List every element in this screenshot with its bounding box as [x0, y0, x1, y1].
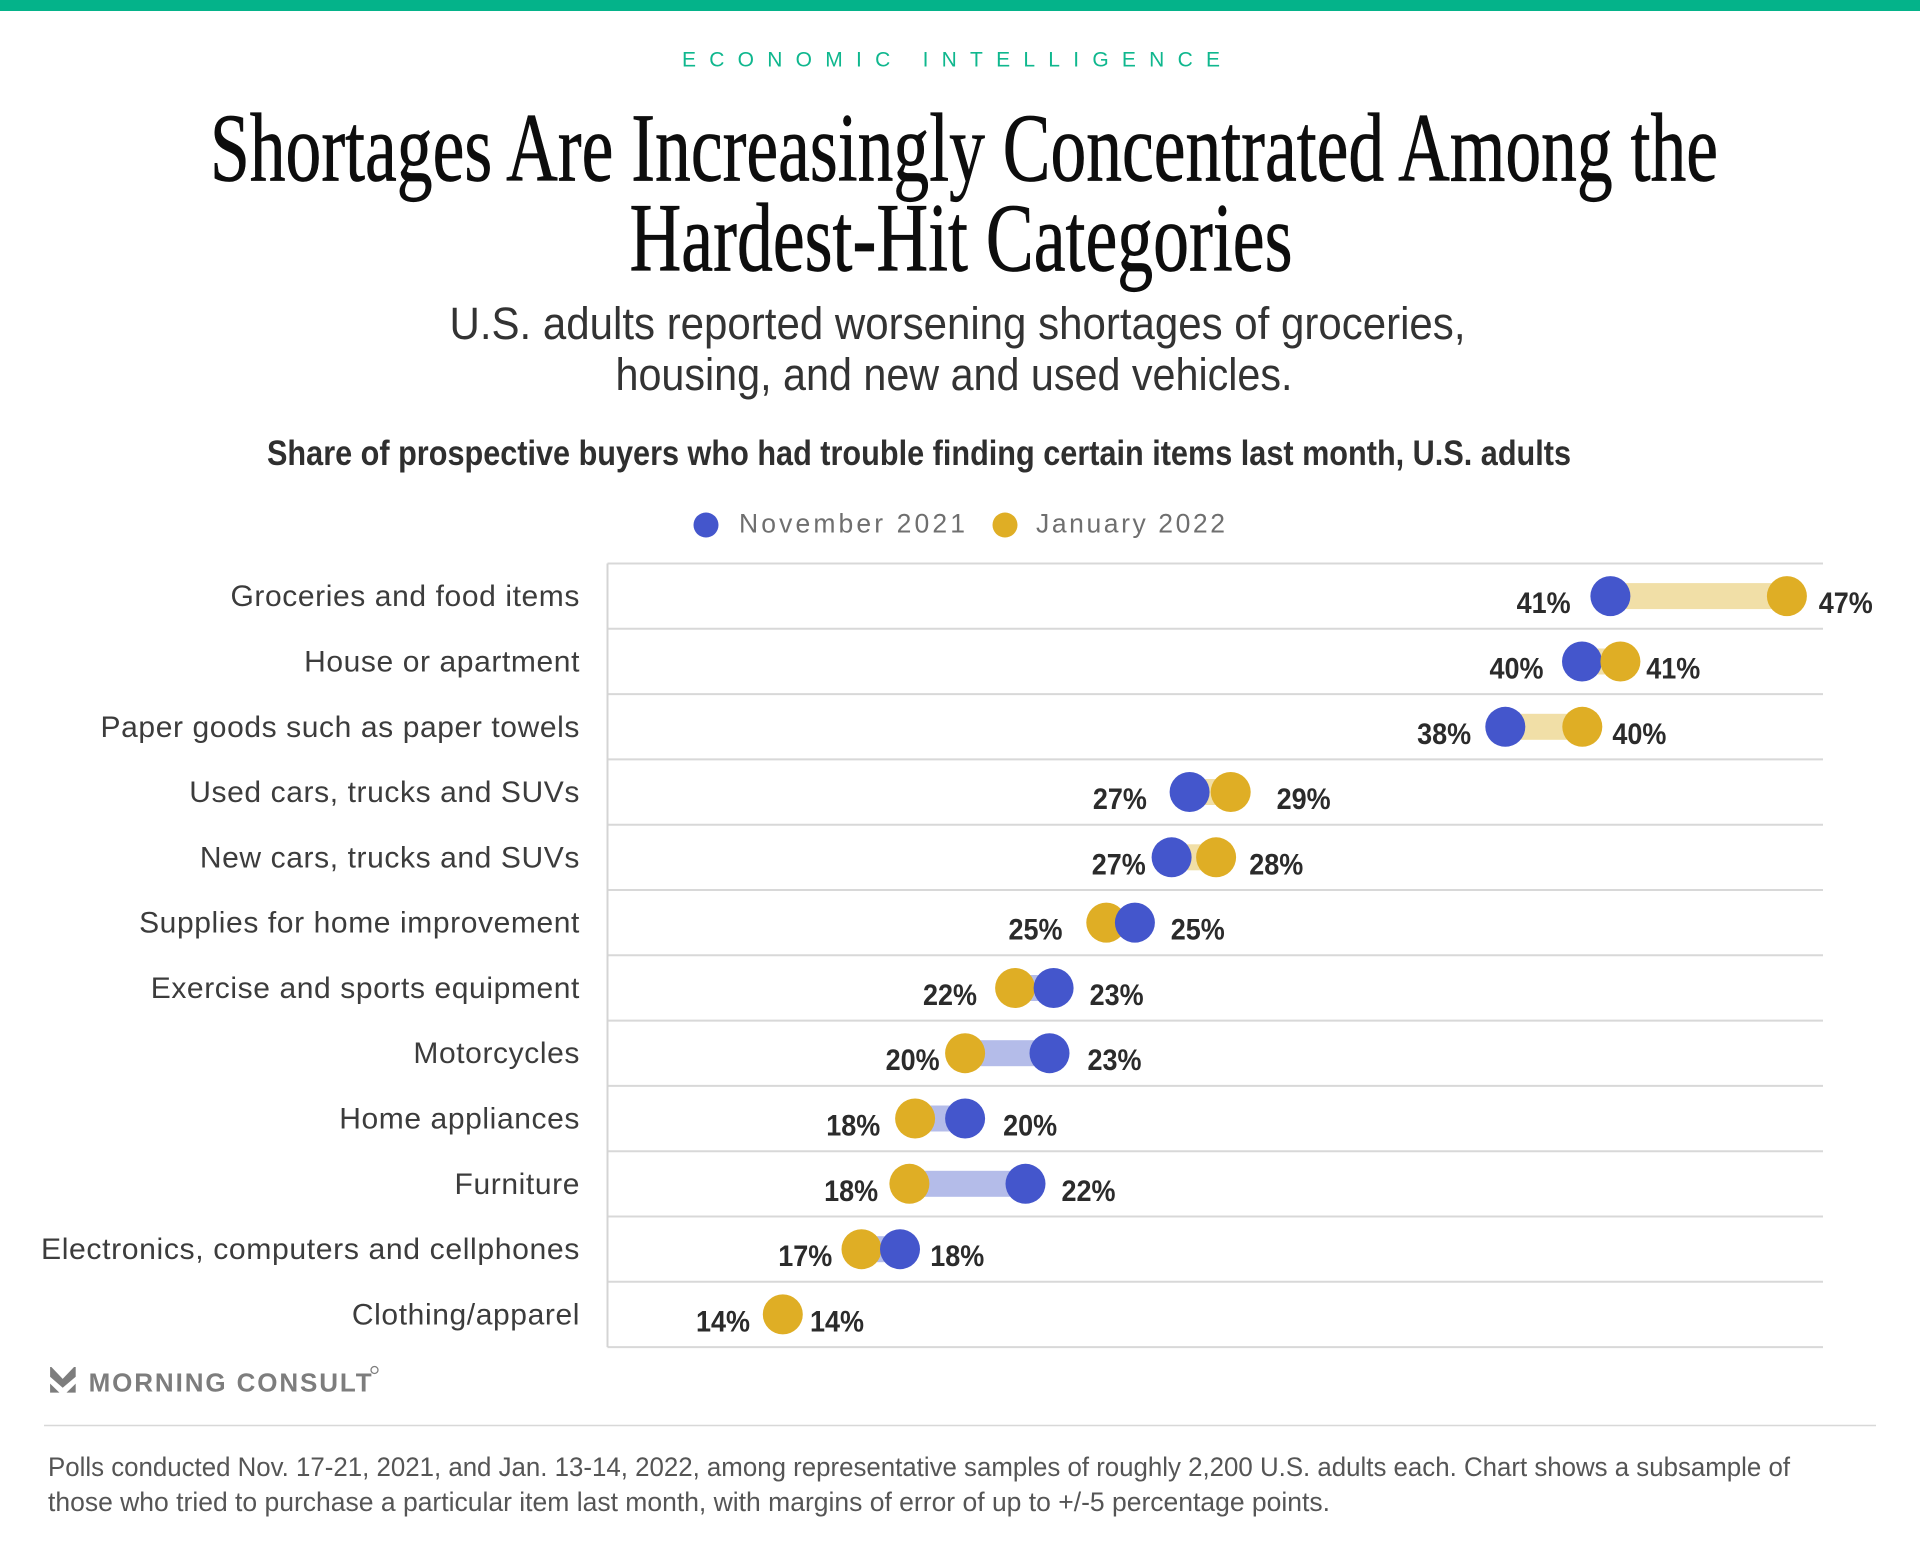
svg-text:Furniture: Furniture	[455, 1168, 580, 1201]
svg-text:14%: 14%	[696, 1305, 750, 1338]
svg-text:Hardest-Hit Categories: Hardest-Hit Categories	[630, 185, 1293, 292]
svg-text:Groceries and food items: Groceries and food items	[230, 580, 580, 613]
svg-text:23%: 23%	[1090, 979, 1144, 1012]
svg-text:ECONOMIC INTELLIGENCE: ECONOMIC INTELLIGENCE	[682, 49, 1220, 72]
svg-text:Home appliances: Home appliances	[339, 1103, 580, 1136]
svg-text:Share of prospective buyers wh: Share of prospective buyers who had trou…	[267, 433, 1571, 473]
svg-text:25%: 25%	[1171, 914, 1225, 947]
svg-text:20%: 20%	[886, 1044, 940, 1077]
svg-text:23%: 23%	[1088, 1044, 1142, 1077]
svg-text:Supplies for home improvement: Supplies for home improvement	[139, 907, 580, 940]
svg-text:Exercise and sports equipment: Exercise and sports equipment	[151, 972, 580, 1005]
svg-text:Clothing/apparel: Clothing/apparel	[352, 1298, 580, 1331]
svg-text:Paper goods such as paper towe: Paper goods such as paper towels	[101, 711, 580, 744]
svg-text:Used cars, trucks and SUVs: Used cars, trucks and SUVs	[189, 776, 580, 809]
svg-text:November 2021: November 2021	[739, 509, 965, 539]
svg-text:MORNING CONSULT: MORNING CONSULT	[89, 1367, 372, 1397]
svg-text:housing, and new and used vehi: housing, and new and used vehicles.	[616, 349, 1293, 400]
svg-text:18%: 18%	[824, 1175, 878, 1208]
svg-text:Motorcycles: Motorcycles	[413, 1037, 580, 1070]
svg-text:U.S. adults reported worsening: U.S. adults reported worsening shortages…	[450, 298, 1466, 349]
svg-text:14%: 14%	[810, 1305, 864, 1338]
svg-text:40%: 40%	[1612, 718, 1666, 751]
svg-text:40%: 40%	[1490, 653, 1544, 686]
svg-text:20%: 20%	[1003, 1110, 1057, 1143]
svg-text:22%: 22%	[923, 979, 977, 1012]
svg-text:25%: 25%	[1009, 914, 1063, 947]
svg-text:41%: 41%	[1517, 587, 1571, 620]
svg-text:27%: 27%	[1092, 848, 1146, 881]
svg-text:29%: 29%	[1277, 783, 1331, 816]
svg-text:Polls conducted Nov. 17-21, 20: Polls conducted Nov. 17-21, 2021, and Ja…	[48, 1452, 1790, 1482]
svg-text:41%: 41%	[1646, 653, 1700, 686]
svg-text:47%: 47%	[1819, 587, 1873, 620]
svg-text:28%: 28%	[1249, 848, 1303, 881]
svg-text:January 2022: January 2022	[1036, 509, 1225, 539]
svg-text:House or apartment: House or apartment	[304, 646, 580, 679]
svg-text:27%: 27%	[1093, 783, 1147, 816]
svg-text:Electronics, computers and cel: Electronics, computers and cellphones	[41, 1233, 580, 1266]
svg-text:New cars, trucks and SUVs: New cars, trucks and SUVs	[200, 841, 580, 874]
svg-text:18%: 18%	[930, 1240, 984, 1273]
svg-text:Shortages Are Increasingly Con: Shortages Are Increasingly Concentrated …	[210, 95, 1718, 202]
svg-text:22%: 22%	[1062, 1175, 1116, 1208]
svg-text:17%: 17%	[778, 1240, 832, 1273]
svg-text:38%: 38%	[1417, 718, 1471, 751]
svg-text:those who tried to purchase a: those who tried to purchase a particular…	[48, 1487, 1330, 1517]
svg-text:18%: 18%	[826, 1110, 880, 1143]
